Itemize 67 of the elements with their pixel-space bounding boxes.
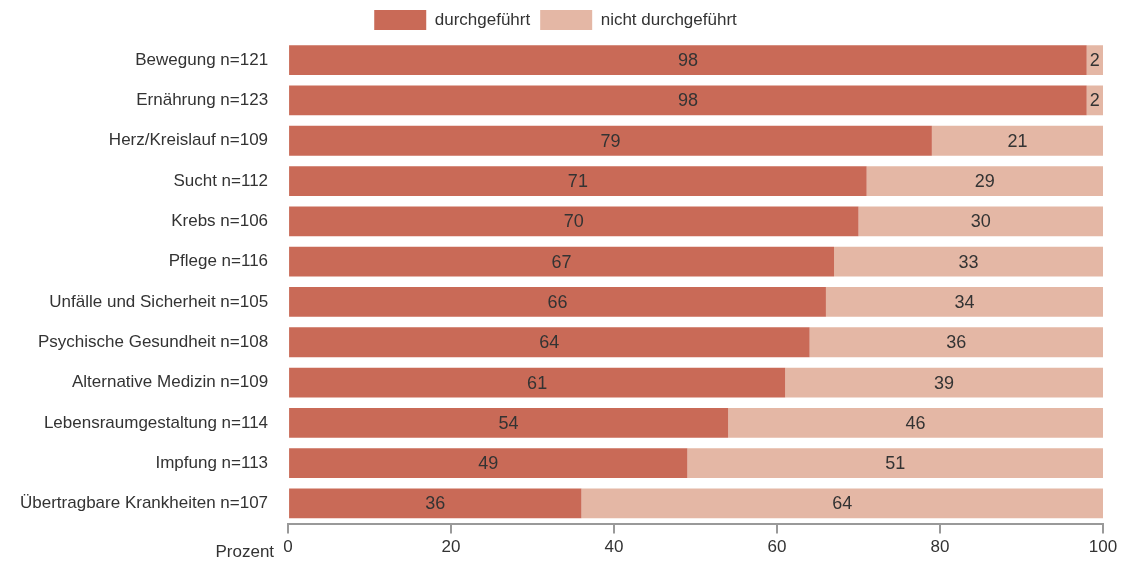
data-label: 39 — [934, 372, 955, 393]
bar — [289, 206, 859, 237]
data-label: 66 — [547, 291, 568, 312]
y-tick-label: Herz/Kreislauf n=109 — [108, 130, 269, 150]
data-label: 33 — [958, 251, 979, 272]
data-label: 30 — [970, 211, 991, 232]
data-label: 61 — [527, 372, 548, 393]
x-tick-label: 0 — [283, 537, 293, 557]
bar — [289, 327, 810, 358]
y-tick-label: Lebensraumgestaltung n=114 — [43, 412, 269, 432]
y-tick-label: Psychische Gesundheit n=108 — [37, 331, 269, 351]
bar — [866, 166, 1103, 196]
bar — [834, 246, 1103, 277]
y-tick-label: Impfung n=113 — [155, 452, 269, 472]
y-tick-label: Unfälle und Sicherheit n=105 — [49, 291, 269, 311]
data-label: 98 — [677, 50, 698, 71]
bar — [289, 367, 786, 398]
data-label: 2 — [1089, 90, 1100, 111]
bar — [931, 125, 1103, 156]
data-label: 71 — [567, 171, 588, 192]
bar — [687, 448, 1103, 479]
bar — [289, 407, 729, 438]
bar — [289, 85, 1087, 116]
y-tick-label: Alternative Medizin n=109 — [71, 372, 269, 392]
bar — [289, 488, 582, 519]
bar — [785, 367, 1103, 398]
data-label: 98 — [677, 90, 698, 111]
bar — [289, 448, 688, 479]
data-label: 36 — [946, 332, 967, 353]
x-tick-label: 60 — [767, 537, 787, 557]
x-axis-title: Prozent — [215, 541, 275, 561]
data-label: 51 — [885, 453, 906, 474]
data-label: 21 — [1007, 130, 1028, 151]
x-tick-label: 80 — [930, 537, 950, 557]
x-tick-label: 20 — [441, 537, 461, 557]
bar — [728, 407, 1103, 438]
data-label: 49 — [478, 453, 499, 474]
bar — [809, 327, 1103, 358]
bar — [825, 287, 1103, 317]
bar — [289, 45, 1087, 76]
legend-label: durchgeführt — [434, 9, 531, 29]
data-label: 2 — [1089, 50, 1100, 71]
data-label: 46 — [905, 412, 926, 433]
x-tick-label: 40 — [604, 537, 624, 557]
data-label: 64 — [539, 332, 560, 353]
legend-label: nicht durchgeführt — [600, 9, 738, 29]
data-label: 67 — [551, 251, 572, 272]
bar — [581, 488, 1103, 519]
y-tick-label: Pflege n=116 — [168, 251, 269, 271]
bar — [289, 246, 835, 277]
x-tick-label: 100 — [1088, 537, 1118, 557]
data-label: 64 — [832, 493, 853, 514]
bar — [858, 206, 1103, 237]
bar — [289, 287, 826, 317]
data-label: 29 — [974, 171, 995, 192]
data-label: 54 — [498, 412, 519, 433]
bar — [289, 125, 932, 156]
bar — [289, 166, 867, 196]
data-label: 79 — [600, 130, 621, 151]
y-tick-label: Ernährung n=123 — [136, 90, 269, 110]
data-label: 70 — [563, 211, 584, 232]
y-tick-label: Sucht n=112 — [173, 170, 269, 190]
data-label: 34 — [954, 291, 975, 312]
y-tick-label: Übertragbare Krankheiten n=107 — [19, 493, 269, 513]
y-tick-label: Krebs n=106 — [171, 211, 269, 231]
y-tick-label: Bewegung n=121 — [135, 49, 269, 69]
data-label: 36 — [425, 493, 446, 514]
